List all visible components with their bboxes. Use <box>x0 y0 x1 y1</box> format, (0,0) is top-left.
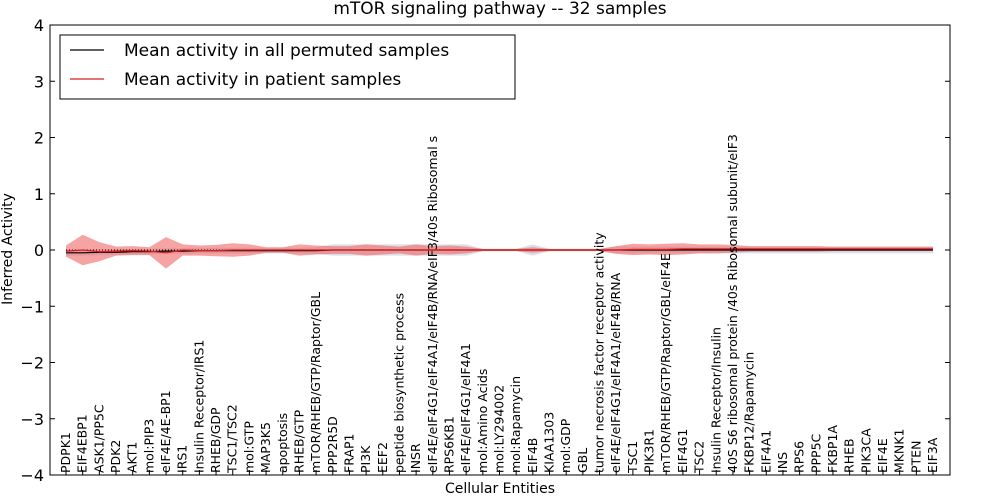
x-tick-label: mol:LY294002 <box>492 385 507 473</box>
x-tick-label: KIAA1303 <box>542 412 557 473</box>
y-tick-label: −3 <box>20 410 44 429</box>
y-tick-label: 4 <box>34 16 44 35</box>
x-tick-label: apoptosis <box>275 413 290 473</box>
legend-label-permuted: Mean activity in all permuted samples <box>124 41 449 61</box>
x-tick-label: PTEN <box>908 441 923 473</box>
x-tick-label: tumor necrosis factor receptor activity <box>592 232 607 473</box>
x-tick-label: PI3K <box>358 445 373 473</box>
x-tick-label: PDPK1 <box>58 432 73 473</box>
x-tick-label: MAP3K5 <box>258 422 273 473</box>
x-tick-label: INSR <box>408 443 423 473</box>
x-tick-label: mol:Rapamycin <box>508 376 523 473</box>
x-tick-label: mTOR/RHEB/GTP/Raptor/GBL/eIF4E <box>658 253 673 473</box>
x-tick-label: eIF4E/4E-BP1 <box>158 390 173 473</box>
x-tick-label: eIF4E/eIF4G1/eIF4A1/eIF4B/RNA/eIF3/40s R… <box>425 136 440 473</box>
x-tick-label: Insulin Receptor/Insulin <box>708 327 723 473</box>
y-axis-ticks: −4 −3 −2 −1 0 1 2 3 4 <box>20 16 950 485</box>
x-tick-label: RPS6KB1 <box>442 416 457 473</box>
y-tick-label: −2 <box>20 354 44 373</box>
x-tick-label: FKBP1A <box>825 425 840 473</box>
series-lines <box>65 248 933 254</box>
plot-frame <box>49 24 951 476</box>
x-tick-label: GBL <box>575 448 590 473</box>
x-tick-label: ASK1/PP5C <box>91 404 106 473</box>
x-tick-label: RHEB/GTP <box>291 409 306 473</box>
x-tick-label: RPS6 <box>792 441 807 473</box>
x-tick-label: TSC1/TSC2 <box>225 404 240 474</box>
x-tick-label: PPP5C <box>808 433 823 473</box>
band-patient <box>66 234 933 269</box>
x-tick-label: EIF4E <box>875 438 890 473</box>
y-tick-label: 1 <box>34 185 44 204</box>
chart-title: mTOR signaling pathway -- 32 samples <box>333 0 666 19</box>
x-tick-label: RHEB/GDP <box>208 407 223 473</box>
x-tick-label: EIF3A <box>925 437 940 473</box>
x-tick-label: PIK3R1 <box>642 429 657 473</box>
x-tick-label: Insulin Receptor/IRS1 <box>191 340 206 473</box>
x-tick-label: PIK3CA <box>858 428 873 473</box>
x-tick-label: EIF4G1 <box>675 429 690 473</box>
activity-bands <box>66 234 933 269</box>
x-tick-label: peptide biosynthetic process <box>392 293 407 473</box>
x-tick-label: AKT1 <box>125 442 140 473</box>
y-tick-label: 3 <box>34 72 44 91</box>
x-tick-label: mol:Amino Acids <box>475 369 490 473</box>
x-tick-label: TSC2 <box>692 441 707 474</box>
y-tick-label: −4 <box>20 466 44 485</box>
x-tick-label: EIF4A1 <box>758 430 773 473</box>
x-tick-label: FRAP1 <box>341 434 356 473</box>
x-axis-label: Cellular Entities <box>445 481 555 497</box>
x-tick-label: INS <box>775 452 790 473</box>
y-tick-label: −1 <box>20 297 44 316</box>
x-tick-label: RHEB <box>842 438 857 473</box>
x-tick-label: 40S S6 ribosomal protein /40s Ribosomal … <box>725 134 740 473</box>
x-tick-label: eIF4E/eIF4G1/eIF4A1/eIF4B/RNA <box>608 272 623 473</box>
x-tick-label: mol:GTP <box>241 421 256 473</box>
x-tick-label: EIF4B <box>525 438 540 473</box>
legend-label-patient: Mean activity in patient samples <box>124 70 401 90</box>
x-tick-label: mol:GDP <box>558 418 573 473</box>
legend-box <box>59 34 516 100</box>
x-tick-label: eIF4E/eIF4G1/eIF4A1 <box>458 343 473 473</box>
y-axis-label: Inferred Activity <box>0 193 16 305</box>
x-tick-label: mTOR/RHEB/GTP/Raptor/GBL <box>308 292 323 473</box>
x-tick-label: MKNK1 <box>892 429 907 473</box>
x-tick-label: IRS1 <box>175 445 190 473</box>
legend: Mean activity in all permuted samples Me… <box>59 34 516 100</box>
x-tick-label: mol:PIP3 <box>141 419 156 473</box>
series-line-patient <box>65 248 933 254</box>
y-tick-label: 0 <box>34 241 44 260</box>
x-axis-ticks: PDPK1 EIF4EBP1 ASK1/PP5C PDK2 AKT1 mol:PIP3 eI… <box>58 134 940 475</box>
x-tick-label: FKBP12/Rapamycin <box>742 352 757 473</box>
x-tick-label: PPP2R5D <box>325 416 340 473</box>
x-tick-label: EIF4EBP1 <box>75 414 90 473</box>
x-tick-label: EEF2 <box>375 442 390 473</box>
y-tick-label: 2 <box>34 129 44 148</box>
x-tick-label: PDK2 <box>108 440 123 473</box>
x-tick-label: TSC1 <box>625 441 640 474</box>
